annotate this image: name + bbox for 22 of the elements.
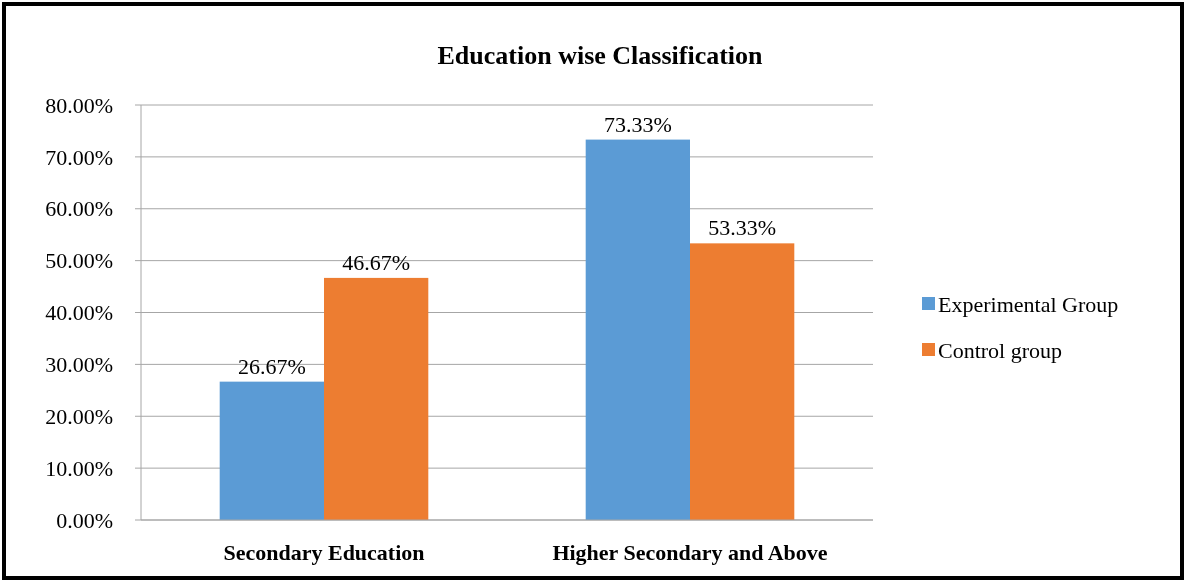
y-tick-label: 60.00% bbox=[45, 196, 113, 222]
data-label: 46.67% bbox=[342, 249, 411, 275]
data-label: 73.33% bbox=[603, 111, 672, 137]
y-tick-label: 70.00% bbox=[45, 144, 113, 170]
data-label: 53.33% bbox=[708, 215, 777, 241]
bar bbox=[219, 381, 324, 520]
data-label: 26.67% bbox=[237, 353, 306, 379]
legend-label: Control group bbox=[938, 337, 1063, 363]
y-tick-label: 10.00% bbox=[45, 455, 113, 481]
legend-label: Experimental Group bbox=[938, 291, 1119, 317]
chart-title: Education wise Classification bbox=[437, 41, 764, 70]
y-tick-label: 50.00% bbox=[45, 248, 113, 274]
y-tick-label: 30.00% bbox=[45, 352, 113, 378]
y-tick-label: 20.00% bbox=[45, 403, 113, 429]
bar bbox=[690, 243, 795, 520]
bar bbox=[324, 277, 429, 520]
bar bbox=[585, 139, 690, 520]
y-tick-label: 0.00% bbox=[56, 507, 113, 533]
y-tick-label: 80.00% bbox=[45, 92, 113, 118]
y-tick-label: 40.00% bbox=[45, 300, 113, 326]
x-tick-label: Higher Secondary and Above bbox=[552, 540, 828, 565]
x-tick-label: Secondary Education bbox=[223, 540, 425, 565]
